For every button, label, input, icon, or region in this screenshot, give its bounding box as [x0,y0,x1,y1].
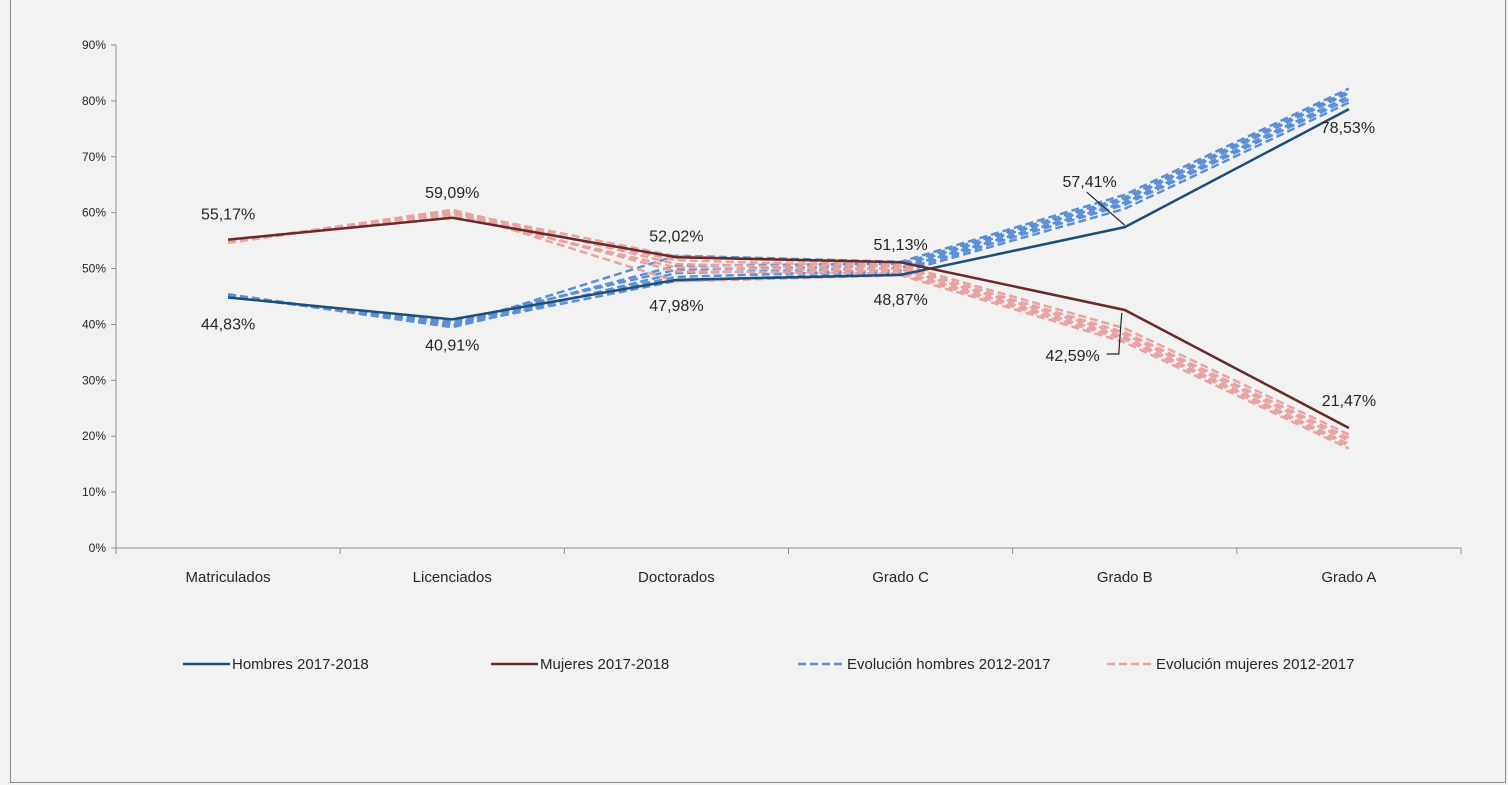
data-label: 55,17% [201,207,255,224]
data-label: 21,47% [1322,393,1376,410]
legend-label: Evolución mujeres 2012-2017 [1156,656,1354,673]
data-label: 40,91% [425,337,479,354]
evolution-series-line [227,212,1350,440]
y-tick-label: 60% [82,206,106,220]
evolution-series-line [227,89,1350,326]
x-tick-label: Grado B [1097,569,1153,586]
evolution-series-line [227,210,1350,436]
legend-item: Evolución hombres 2012-2017 [798,656,1050,673]
data-label: 78,53% [1321,120,1375,137]
legend-label: Evolución hombres 2012-2017 [847,656,1050,673]
y-tick-label: 50% [82,262,106,276]
data-label: 48,87% [873,292,927,309]
y-tick-label: 30% [82,373,106,387]
leader-line [1086,191,1126,226]
data-label: 52,02% [649,228,703,245]
series-line [227,216,1350,430]
legend: Hombres 2017-2018 Mujeres 2017-2018 Evoluc… [183,656,1354,673]
y-tick-label: 80% [82,94,106,108]
evolution-series-line [227,214,1350,446]
evolution-series-line [227,95,1350,329]
x-tick-label: Grado C [872,569,929,586]
x-tick-label: Doctorados [638,569,715,586]
data-label: 44,83% [201,316,255,333]
evolution-series-line [227,101,1350,327]
chart-frame: 0% 10% 20% 30% 40% 50% 60% 70% 80% 90% Matriculado… [10,0,1506,783]
axes: 0% 10% 20% 30% 40% 50% 60% 70% 80% 90% Matriculado… [82,38,1462,586]
data-label: 42,59% [1045,348,1099,365]
data-label: 59,09% [425,185,479,202]
leader-line [1106,312,1123,355]
evolution-series-line [227,209,1350,450]
series-layer [227,87,1350,450]
y-tick-label: 40% [82,317,106,331]
y-tick-label: 20% [82,429,106,443]
evolution-series-line [227,98,1350,325]
legend-label: Mujeres 2017-2018 [540,656,669,673]
legend-item: Mujeres 2017-2018 [491,656,669,673]
y-tick-label: 90% [82,38,106,52]
evolution-series-line [227,87,1350,328]
x-tick-label: Licenciados [413,569,492,586]
evolution-series-line [227,211,1350,448]
series-line [227,107,1350,321]
x-tick-label: Grado A [1321,569,1376,586]
evolution-series-line [227,208,1350,442]
y-tick-label: 70% [82,150,106,164]
legend-item: Evolución mujeres 2012-2017 [1107,656,1354,673]
y-tick-label: 0% [89,541,107,555]
data-label: 51,13% [873,237,927,254]
data-labels: 44,83% 40,91% 47,98% 48,87% 57,41% 78,53% 55,1… [201,120,1376,410]
data-label: 57,41% [1062,174,1116,191]
line-chart: 0% 10% 20% 30% 40% 50% 60% 70% 80% 90% Matriculado… [82,38,1462,673]
y-tick-label: 10% [82,485,106,499]
legend-item: Hombres 2017-2018 [183,656,369,673]
evolution-series-line [227,91,1350,323]
data-label: 47,98% [649,298,703,315]
x-tick-label: Matriculados [186,569,271,586]
legend-label: Hombres 2017-2018 [232,656,369,673]
